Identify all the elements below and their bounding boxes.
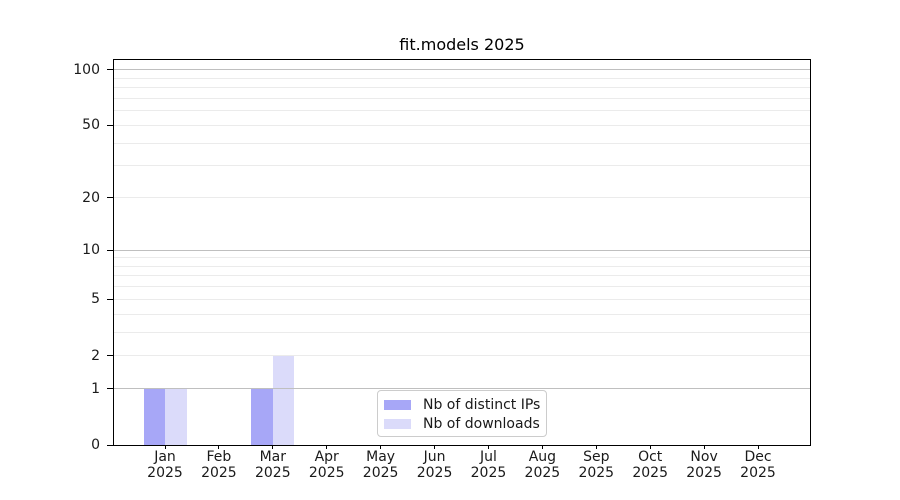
x-tick — [541, 445, 543, 449]
minor-gridline — [114, 331, 810, 333]
minor-gridline — [114, 313, 810, 315]
y-tick-label: 5 — [91, 291, 100, 308]
y-tick-label: 0 — [91, 437, 100, 453]
minor-gridline — [114, 77, 810, 79]
y-tick-label: 50 — [82, 117, 100, 134]
x-tick-label: Aug 2025 — [524, 449, 561, 481]
minor-gridline — [114, 298, 810, 300]
x-tick-label: Oct 2025 — [632, 449, 668, 481]
x-tick-label: May 2025 — [362, 449, 399, 481]
y-tick — [107, 69, 113, 71]
x-tick-label: Feb 2025 — [201, 449, 237, 481]
bar-distinct-ips — [251, 388, 273, 445]
minor-gridline — [114, 110, 810, 112]
x-tick — [326, 445, 328, 449]
x-tick-label: Dec 2025 — [740, 449, 776, 481]
bar-downloads — [165, 388, 187, 445]
x-tick-label: Jan 2025 — [147, 449, 183, 481]
y-tick — [107, 355, 113, 357]
minor-gridline — [114, 165, 810, 167]
minor-gridline — [114, 124, 810, 126]
y-tick-label: 10 — [82, 242, 100, 259]
minor-gridline — [114, 197, 810, 198]
y-tick — [107, 388, 113, 390]
legend-swatch-distinct-ips — [384, 400, 411, 410]
y-tick — [107, 197, 113, 198]
x-tick-label: Jun 2025 — [416, 449, 453, 481]
y-tick-label: 1 — [91, 380, 100, 397]
major-gridline — [114, 388, 810, 390]
legend-label-distinct-ips: Nb of distinct IPs — [423, 397, 541, 413]
legend-item-distinct-ips: Nb of distinct IPs — [384, 396, 541, 414]
x-tick — [218, 445, 220, 449]
bar-distinct-ips — [143, 388, 165, 445]
y-tick — [107, 249, 113, 251]
minor-gridline — [114, 355, 810, 357]
legend-label-downloads: Nb of downloads — [423, 416, 540, 432]
chart-title: fit.models 2025 — [399, 35, 525, 54]
y-tick-label: 2 — [91, 347, 100, 364]
y-tick — [107, 444, 113, 446]
legend-swatch-downloads — [384, 419, 411, 429]
x-tick-label: Sep 2025 — [578, 449, 615, 481]
x-tick — [757, 445, 759, 449]
y-tick — [107, 298, 113, 300]
minor-gridline — [114, 97, 810, 99]
x-tick — [434, 445, 436, 449]
x-tick — [703, 445, 705, 449]
x-tick — [487, 445, 489, 449]
x-tick — [272, 445, 274, 449]
y-tick-label: 20 — [82, 189, 100, 206]
minor-gridline — [114, 87, 810, 89]
x-tick-label: Mar 2025 — [254, 449, 291, 481]
minor-gridline — [114, 265, 810, 267]
major-gridline — [114, 69, 810, 71]
x-tick-label: Nov 2025 — [686, 449, 722, 481]
x-tick-label: Apr 2025 — [308, 449, 345, 481]
x-tick — [595, 445, 597, 449]
legend-item-downloads: Nb of downloads — [384, 415, 540, 433]
minor-gridline — [114, 142, 810, 144]
y-tick-label: 100 — [73, 61, 100, 78]
x-tick — [380, 445, 382, 449]
x-tick — [649, 445, 651, 449]
plot-area — [113, 59, 811, 446]
x-tick-label: Jul 2025 — [470, 449, 507, 481]
x-tick — [164, 445, 166, 449]
minor-gridline — [114, 257, 810, 259]
legend: Nb of distinct IPs Nb of downloads — [377, 390, 547, 437]
minor-gridline — [114, 286, 810, 288]
minor-gridline — [114, 275, 810, 277]
major-gridline — [114, 249, 810, 251]
y-tick — [107, 124, 113, 126]
bar-downloads — [272, 355, 295, 445]
